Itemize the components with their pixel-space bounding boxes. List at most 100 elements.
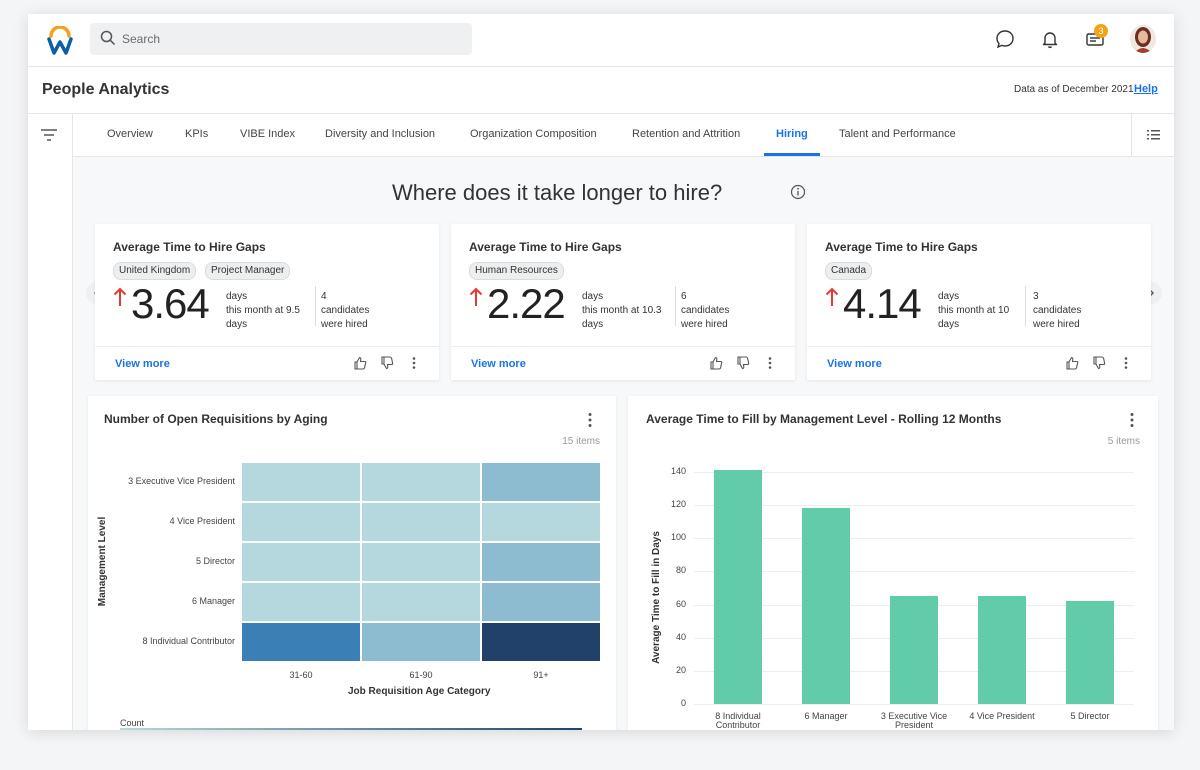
notification-badge: 3: [1094, 24, 1108, 38]
heatmap-cell[interactable]: [481, 462, 601, 502]
tab-vibe-index[interactable]: VIBE Index: [240, 128, 296, 140]
page-header: People Analytics Data as of December 202…: [28, 67, 1174, 114]
bell-icon[interactable]: [1039, 28, 1061, 50]
divider: [95, 346, 439, 347]
heatmap-cell[interactable]: [361, 622, 481, 662]
gridline: [694, 704, 1134, 705]
candidates-count: 6: [681, 291, 687, 302]
divider: [807, 346, 1151, 347]
heatmap-cell[interactable]: [361, 502, 481, 542]
bar[interactable]: [890, 596, 938, 704]
more-options-icon[interactable]: [588, 412, 592, 428]
more-options-icon[interactable]: [1130, 412, 1134, 428]
heatmap-plot: 3 Executive Vice President 4 Vice Preside…: [88, 396, 616, 730]
view-more-link[interactable]: View more: [115, 358, 170, 370]
candidates-text: candidates were hired: [321, 305, 370, 330]
x-tick-label: 61-90: [409, 670, 433, 680]
gridline: [694, 571, 1134, 573]
x-tick-label: 5 Director: [1070, 711, 1110, 721]
divider: [451, 346, 795, 347]
y-tick-label: 40: [675, 631, 686, 642]
y-tick-label: 60: [675, 598, 686, 609]
gridline: [694, 538, 1134, 540]
filter-chip: Project Manager: [205, 262, 291, 280]
help-link[interactable]: Help: [1134, 83, 1158, 95]
view-more-link[interactable]: View more: [827, 358, 882, 370]
kpi-value: 4.14: [843, 280, 922, 327]
chart-title: Number of Open Requisitions by Aging: [104, 412, 328, 426]
y-tick-label: 20: [675, 664, 686, 675]
data-as-of-label: Data as of December 2021: [1014, 84, 1134, 95]
items-count: 5 items: [1107, 436, 1140, 447]
bar[interactable]: [1066, 601, 1114, 704]
tab-hiring[interactable]: Hiring: [776, 128, 808, 140]
heatmap-cell[interactable]: [481, 582, 601, 622]
tab-kpis[interactable]: KPIs: [185, 128, 209, 140]
more-options-icon[interactable]: [1119, 356, 1133, 370]
tab-organization-composition[interactable]: Organization Composition: [470, 128, 597, 140]
kpi-card: Average Time to Hire Gaps Canada 4.14 da…: [807, 224, 1151, 380]
kpi-description: this month at 9.5 days: [226, 305, 300, 330]
unit-label: days: [938, 291, 960, 302]
left-sidebar: [28, 114, 73, 730]
tab-bar: Overview KPIs VIBE Index Diversity and I…: [73, 114, 1174, 157]
tab-list-toggle[interactable]: [1131, 114, 1174, 156]
bar[interactable]: [802, 508, 850, 704]
heatmap-cell[interactable]: [481, 542, 601, 582]
y-tick-label: 80: [675, 565, 686, 576]
thumbs-down-icon[interactable]: [1092, 356, 1106, 370]
search-input[interactable]: Search: [122, 32, 161, 46]
kpi-description: this month at 10 days: [938, 305, 1010, 330]
tab-diversity-inclusion[interactable]: Diversity and Inclusion: [325, 128, 436, 140]
kpi-card: Average Time to Hire Gaps Human Resource…: [451, 224, 795, 380]
thumbs-up-icon[interactable]: [353, 356, 367, 370]
more-options-icon[interactable]: [407, 356, 421, 370]
thumbs-up-icon[interactable]: [1065, 356, 1079, 370]
heatmap-cell[interactable]: [241, 622, 361, 662]
bar[interactable]: [978, 596, 1026, 704]
heatmap-cell[interactable]: [241, 582, 361, 622]
divider: [315, 286, 316, 326]
heatmap-cell[interactable]: [481, 622, 601, 662]
thumbs-down-icon[interactable]: [380, 356, 394, 370]
workday-logo[interactable]: [46, 26, 74, 56]
info-icon[interactable]: [790, 184, 806, 200]
divider: [675, 286, 676, 326]
thumbs-down-icon[interactable]: [736, 356, 750, 370]
heatmap-cell[interactable]: [361, 462, 481, 502]
tab-retention-attrition[interactable]: Retention and Attrition: [632, 128, 741, 140]
thumbs-up-icon[interactable]: [709, 356, 723, 370]
heatmap-cell[interactable]: [241, 502, 361, 542]
legend-label: Count: [120, 718, 145, 728]
heatmap-cell[interactable]: [241, 542, 361, 582]
candidates-info: 4 candidates were hired: [321, 290, 381, 332]
chat-icon[interactable]: [994, 28, 1016, 50]
heatmap-cell[interactable]: [481, 502, 601, 542]
kpi-unit: days this month at 10 days: [938, 290, 1020, 332]
y-tick-label: 0: [680, 698, 686, 708]
y-tick-label: 120: [670, 499, 686, 510]
card-title: Average Time to Hire Gaps: [825, 240, 978, 254]
user-avatar[interactable]: [1130, 25, 1156, 53]
up-arrow-icon: [469, 287, 483, 306]
heatmap-cell[interactable]: [241, 462, 361, 502]
filter-icon[interactable]: [40, 128, 58, 142]
heatmap-cell[interactable]: [361, 542, 481, 582]
tab-overview[interactable]: Overview: [107, 128, 153, 140]
section-heading: Where does it take longer to hire?: [392, 180, 723, 205]
gridline: [694, 505, 1134, 507]
bar[interactable]: [714, 470, 762, 704]
y-tick-label: 8 Individual Contributor: [142, 636, 235, 646]
y-tick-label: 5 Director: [195, 556, 235, 566]
search-box[interactable]: Search: [90, 23, 472, 55]
tab-talent-performance[interactable]: Talent and Performance: [839, 128, 956, 140]
items-count: 15 items: [562, 436, 600, 447]
y-tick-label: 140: [670, 466, 686, 476]
y-tick-label: 3 Executive Vice President: [128, 476, 235, 486]
bar-plot: 0 20 40 60 80 100 120 140 8 Individual Contribut…: [628, 396, 1158, 730]
kpi-value: 3.64: [131, 280, 210, 327]
more-options-icon[interactable]: [763, 356, 777, 370]
y-tick-label: 100: [670, 532, 686, 543]
heatmap-cell[interactable]: [361, 582, 481, 622]
view-more-link[interactable]: View more: [471, 358, 526, 370]
